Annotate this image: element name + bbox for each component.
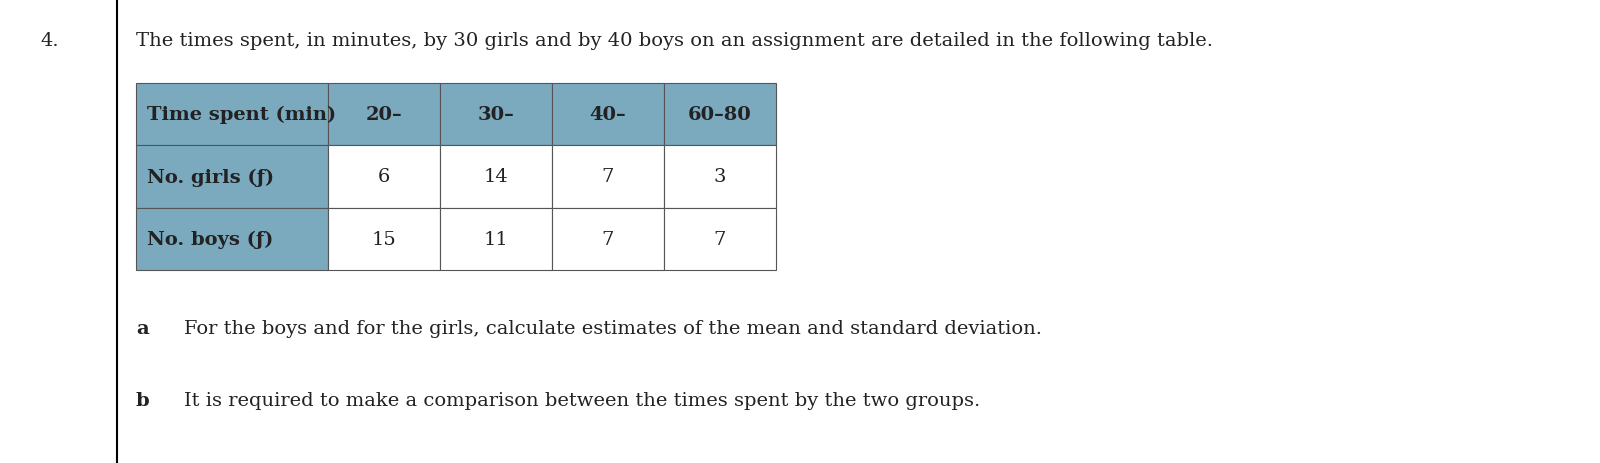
Text: No. boys (ƒ): No. boys (ƒ) (147, 231, 274, 249)
Text: 4.: 4. (40, 32, 59, 50)
Text: b: b (136, 391, 150, 409)
Text: 14: 14 (483, 168, 509, 186)
Bar (664, 83, 776, 146)
Text: The times spent, in minutes, by 30 girls and by 40 boys on an assignment are det: The times spent, in minutes, by 30 girls… (136, 32, 1213, 50)
Bar (440, 208, 552, 271)
Text: 60–80: 60–80 (688, 106, 752, 124)
Bar (664, 146, 776, 208)
Bar (552, 208, 664, 271)
Bar (136, 208, 328, 271)
Bar (136, 146, 328, 208)
Bar (664, 208, 776, 271)
Text: 7: 7 (602, 168, 614, 186)
Text: a: a (136, 319, 149, 338)
Bar (328, 208, 440, 271)
Text: 20–: 20– (366, 106, 402, 124)
Text: Time spent (min): Time spent (min) (147, 106, 336, 124)
Text: For the boys and for the girls, calculate estimates of the mean and standard dev: For the boys and for the girls, calculat… (184, 319, 1042, 338)
Text: It is required to make a comparison between the times spent by the two groups.: It is required to make a comparison betw… (184, 391, 981, 409)
Text: No. girls (ƒ): No. girls (ƒ) (147, 168, 274, 186)
Text: 7: 7 (714, 231, 726, 249)
Text: 3: 3 (714, 168, 726, 186)
Bar (440, 146, 552, 208)
Text: 15: 15 (371, 231, 397, 249)
Text: 40–: 40– (590, 106, 626, 124)
Text: 30–: 30– (478, 106, 514, 124)
Bar (440, 83, 552, 146)
Text: 7: 7 (602, 231, 614, 249)
Bar (328, 146, 440, 208)
Bar (552, 146, 664, 208)
Bar (328, 83, 440, 146)
Text: 11: 11 (483, 231, 509, 249)
Bar (136, 83, 328, 146)
Bar (552, 83, 664, 146)
Text: 6: 6 (378, 168, 390, 186)
